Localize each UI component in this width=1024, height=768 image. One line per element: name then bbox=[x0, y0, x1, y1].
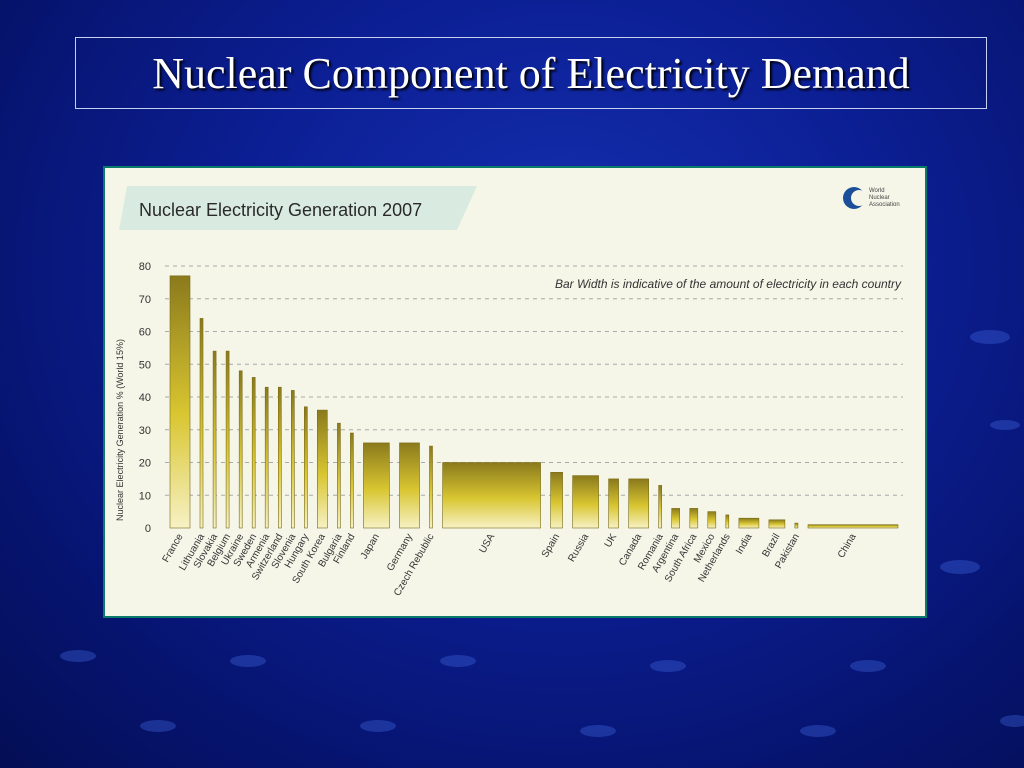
bar-canada bbox=[628, 478, 650, 529]
bar-chart: Nuclear Electricity Generation 2007 Bar … bbox=[115, 186, 903, 598]
bar-mexico bbox=[707, 511, 717, 529]
x-tick-label: India bbox=[734, 532, 755, 557]
y-tick-label: 20 bbox=[139, 458, 151, 470]
bar-sweden bbox=[251, 377, 256, 529]
x-tick-label: USA bbox=[477, 532, 497, 556]
chart-title: Nuclear Electricity Generation 2007 bbox=[139, 200, 422, 220]
bar-russia bbox=[572, 475, 599, 529]
logo: World Nuclear Association bbox=[843, 187, 900, 209]
bar-slovenia bbox=[291, 390, 295, 529]
y-axis-label: Nuclear Electricity Generation % (World … bbox=[115, 339, 125, 521]
bar-armenia bbox=[264, 386, 269, 529]
bar-south-korea bbox=[317, 409, 328, 529]
bar-india bbox=[738, 517, 760, 529]
x-tick-label: Spain bbox=[540, 532, 562, 560]
logo-text-2: Nuclear bbox=[869, 195, 890, 201]
bar-uk bbox=[608, 478, 619, 529]
bar-south-africa bbox=[689, 508, 699, 529]
bar-lithuania bbox=[199, 318, 204, 529]
x-tick-label: Japan bbox=[359, 532, 382, 561]
y-tick-label: 30 bbox=[139, 425, 151, 437]
bar-switzerland bbox=[278, 386, 282, 529]
y-tick-label: 40 bbox=[139, 392, 151, 404]
logo-text-3: Association bbox=[869, 202, 900, 208]
y-tick-label: 80 bbox=[139, 261, 151, 273]
y-tick-label: 50 bbox=[139, 359, 151, 371]
bar-spain bbox=[550, 471, 563, 529]
chart-panel: Nuclear Electricity Generation 2007 Bar … bbox=[103, 166, 927, 618]
bar-slovakia bbox=[212, 350, 217, 529]
logo-mark-inner bbox=[851, 190, 867, 206]
bar-pakistan bbox=[794, 522, 799, 529]
bar-finland bbox=[350, 432, 354, 529]
bar-france bbox=[169, 275, 191, 529]
bar-brazil bbox=[768, 519, 786, 529]
slide-title: Nuclear Component of Electricity Demand bbox=[152, 48, 910, 98]
bar-belgium bbox=[225, 350, 230, 529]
bar-romania bbox=[658, 485, 663, 529]
bar-ukraine bbox=[238, 370, 243, 529]
y-tick-label: 0 bbox=[145, 523, 151, 535]
x-tick-label: UK bbox=[603, 532, 620, 550]
bar-bulgaria bbox=[337, 422, 341, 529]
x-tick-label: China bbox=[836, 532, 859, 561]
bar-netherlands bbox=[725, 514, 730, 529]
chart-title-banner bbox=[119, 186, 477, 230]
x-tick-label: Russia bbox=[566, 532, 591, 564]
bar-germany bbox=[399, 442, 420, 529]
bar-japan bbox=[363, 442, 390, 529]
logo-text-1: World bbox=[869, 188, 885, 194]
bar-hungary bbox=[304, 406, 308, 529]
bar-usa bbox=[442, 462, 541, 529]
y-tick-label: 70 bbox=[139, 294, 151, 306]
bar-czech-rebublic bbox=[429, 445, 433, 529]
chart-note: Bar Width is indicative of the amount of… bbox=[555, 277, 902, 291]
bar-china bbox=[807, 524, 899, 529]
y-tick-label: 10 bbox=[139, 490, 151, 502]
y-tick-label: 60 bbox=[139, 327, 151, 339]
bar-argentina bbox=[671, 508, 681, 529]
slide-title-box: Nuclear Component of Electricity Demand bbox=[75, 37, 987, 109]
